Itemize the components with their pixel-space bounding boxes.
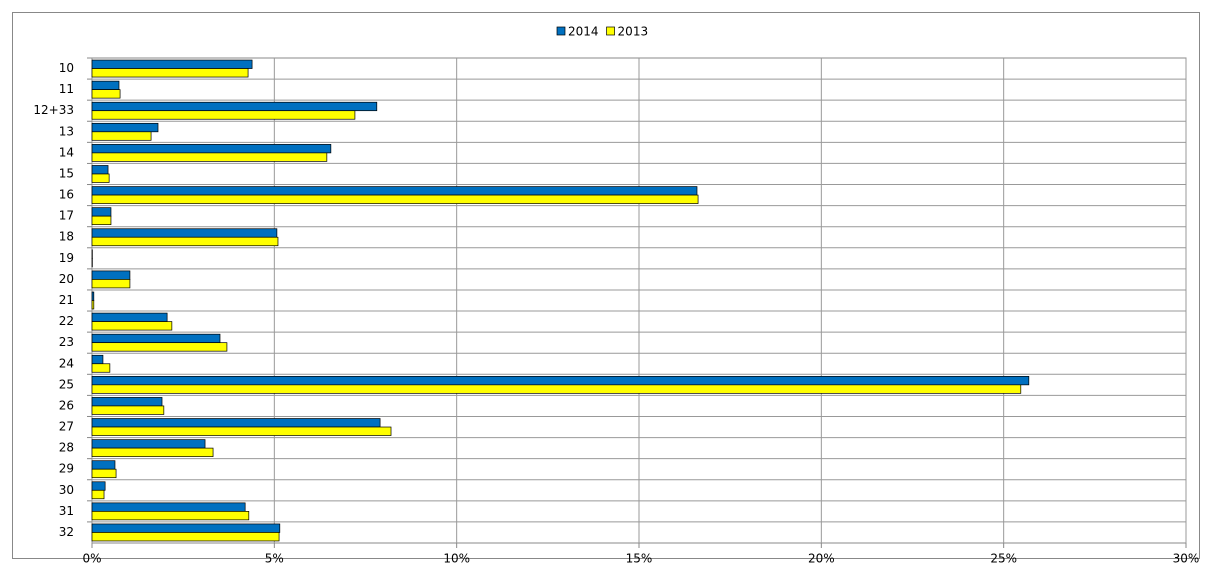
bar — [92, 195, 698, 204]
bar — [92, 313, 167, 322]
bar — [92, 301, 94, 310]
bar — [92, 187, 697, 196]
y-tick-label: 12+33 — [33, 103, 74, 117]
bar — [92, 364, 110, 373]
bar — [92, 69, 248, 78]
y-tick-label: 11 — [59, 82, 74, 96]
y-tick-label: 15 — [59, 166, 74, 180]
bar — [92, 144, 331, 153]
y-tick-label: 16 — [59, 188, 74, 202]
y-tick-label: 13 — [59, 124, 74, 138]
x-tick-label: 20% — [808, 552, 835, 566]
y-tick-label: 10 — [59, 61, 74, 75]
bar — [92, 90, 120, 99]
bar — [92, 397, 162, 406]
bar — [92, 461, 115, 470]
legend-swatch — [557, 27, 565, 35]
y-tick-label: 22 — [59, 314, 74, 328]
bar — [92, 419, 380, 428]
y-tick-label: 23 — [59, 335, 74, 349]
y-tick-label: 28 — [59, 441, 74, 455]
bar — [92, 208, 111, 217]
bar — [92, 406, 164, 415]
y-tick-label: 25 — [59, 377, 74, 391]
legend-label: 2013 — [618, 25, 649, 39]
x-tick-label: 25% — [990, 552, 1017, 566]
bar — [92, 292, 94, 301]
bar — [92, 469, 116, 478]
y-tick-label: 20 — [59, 272, 74, 286]
y-tick-label: 27 — [59, 420, 74, 434]
bar — [92, 355, 103, 364]
bar — [92, 271, 130, 280]
bar — [92, 503, 245, 512]
x-tick-label: 15% — [626, 552, 653, 566]
y-tick-label: 18 — [59, 230, 74, 244]
bar — [92, 376, 1029, 385]
bar — [92, 334, 220, 343]
bar — [92, 532, 279, 541]
bar — [92, 174, 109, 183]
x-tick-label: 0% — [82, 552, 101, 566]
bar — [92, 60, 252, 69]
bar — [92, 153, 327, 162]
bar — [92, 216, 111, 225]
y-tick-label: 30 — [59, 483, 74, 497]
bar — [92, 111, 355, 120]
x-tick-label: 10% — [443, 552, 470, 566]
bar — [92, 165, 108, 174]
y-tick-label: 14 — [59, 145, 74, 159]
bar — [92, 511, 249, 520]
y-tick-label: 29 — [59, 462, 74, 476]
y-tick-label: 19 — [59, 251, 74, 265]
bar — [92, 81, 119, 90]
y-tick-label: 31 — [59, 504, 74, 518]
x-tick-label: 30% — [1173, 552, 1200, 566]
legend-swatch — [607, 27, 615, 35]
bar — [92, 322, 172, 331]
bar — [92, 229, 277, 238]
y-tick-label: 17 — [59, 209, 74, 223]
bar — [92, 343, 227, 352]
y-tick-label: 21 — [59, 293, 74, 307]
bar — [92, 490, 104, 499]
bar — [92, 440, 205, 449]
bar — [92, 123, 158, 132]
x-tick-label: 5% — [265, 552, 284, 566]
bar — [92, 279, 130, 288]
bar — [92, 385, 1021, 394]
bar — [92, 524, 280, 533]
bar — [92, 427, 391, 436]
bar — [92, 448, 213, 457]
y-tick-label: 26 — [59, 398, 74, 412]
y-tick-label: 24 — [59, 356, 74, 370]
bar — [92, 237, 278, 246]
bar — [92, 482, 105, 491]
bar — [92, 132, 151, 141]
legend-label: 2014 — [568, 25, 599, 39]
bar — [92, 102, 377, 111]
y-tick-label: 32 — [59, 525, 74, 539]
